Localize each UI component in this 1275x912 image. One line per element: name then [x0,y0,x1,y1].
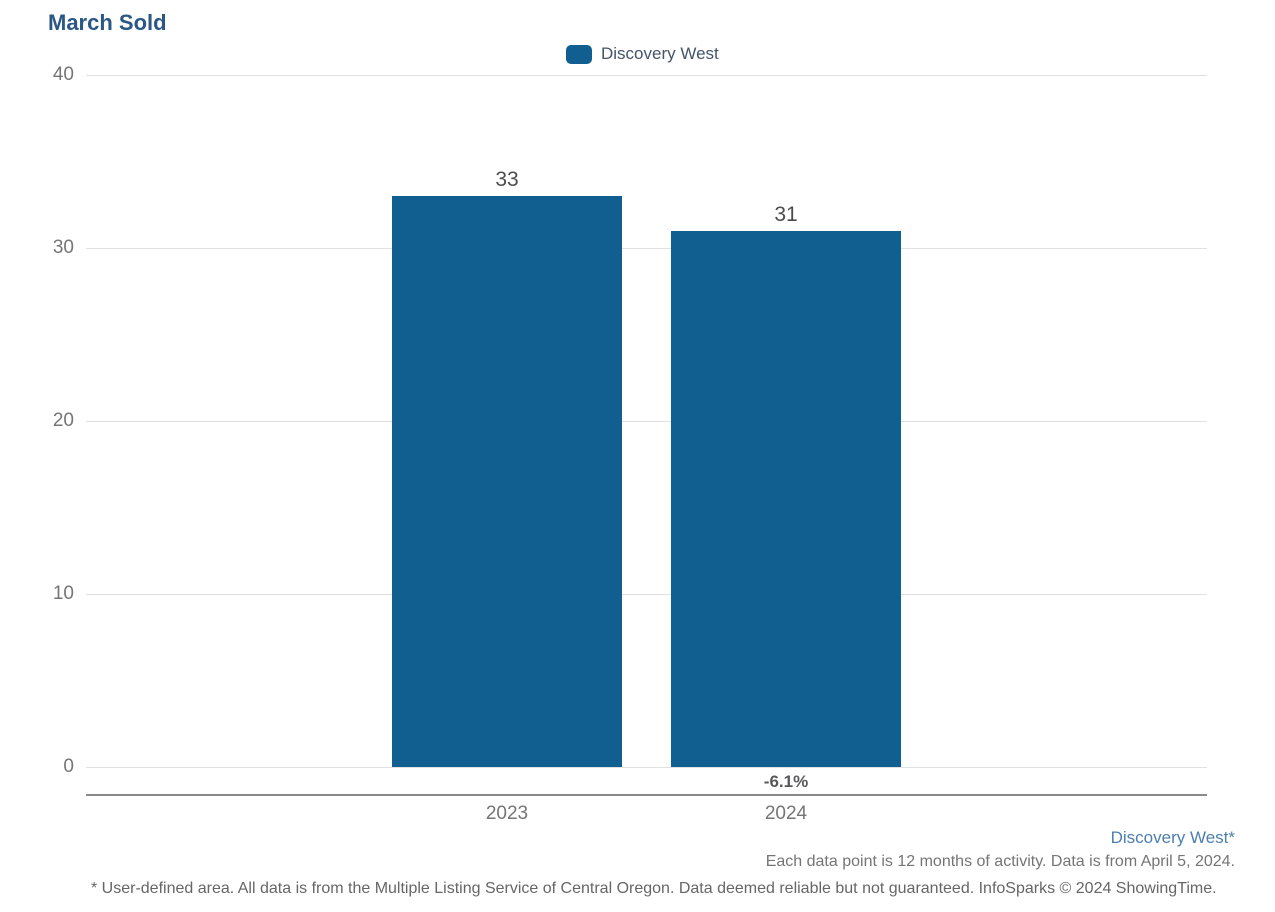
footer-disclaimer: * User-defined area. All data is from th… [91,880,1217,897]
gridline-20 [86,420,1207,422]
chart-title: March Sold [48,10,167,35]
x-axis-line [86,794,1207,796]
y-axis-label-20: 20 [52,410,74,431]
gridline-0 [86,766,1207,768]
x-axis-label-2023: 2023 [485,803,529,824]
change-label-2024: -6.1% [763,772,809,791]
gridline-40 [86,74,1207,76]
y-axis-label-40: 40 [52,64,74,85]
x-axis-label-2024: 2024 [764,803,808,824]
legend-label: Discovery West [601,44,719,63]
bar-value-label-2023: 33 [495,168,519,192]
bar-value-label-2024: 31 [774,202,798,226]
bar-2023[interactable] [392,196,622,767]
y-axis-label-30: 30 [52,237,74,258]
bar-2024[interactable] [671,230,901,767]
footer-data-note: Each data point is 12 months of activity… [765,853,1235,870]
y-axis-label-0: 0 [63,756,74,777]
legend: Discovery West [566,44,719,64]
gridline-30 [86,247,1207,249]
y-axis-label-10: 10 [52,583,74,604]
gridline-10 [86,593,1207,595]
legend-swatch-icon [566,44,592,64]
footer-series-link[interactable]: Discovery West* [1110,828,1235,847]
